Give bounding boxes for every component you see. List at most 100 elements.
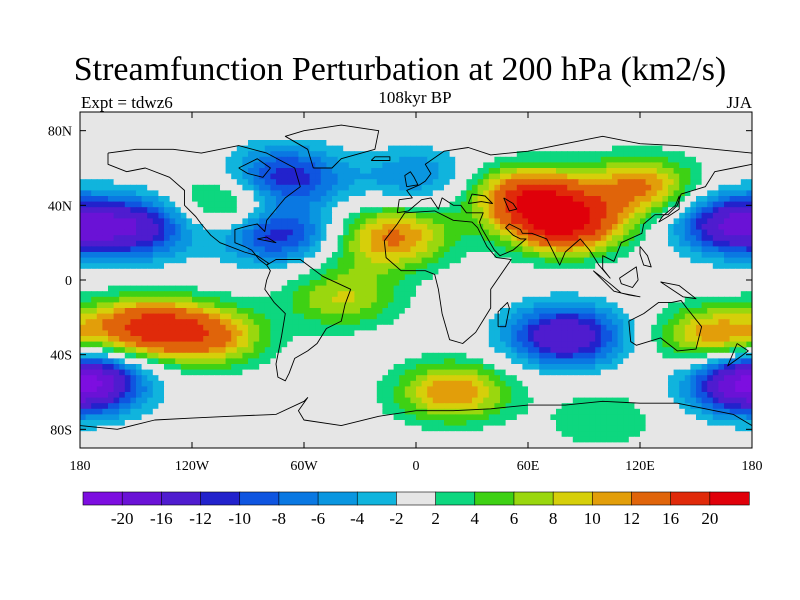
field-cell [438,117,445,124]
field-cell [360,330,367,337]
field-cell [192,112,199,119]
field-cell [102,224,109,231]
field-cell [264,308,271,315]
field-cell [612,162,619,169]
field-cell [623,212,630,219]
field-cell [248,341,255,348]
field-cell [600,246,607,253]
field-cell [214,184,221,191]
field-cell [673,179,680,186]
field-cell [421,201,428,208]
field-cell [96,140,103,147]
field-cell [309,296,316,303]
field-cell [393,117,400,124]
field-cell [645,308,652,315]
field-cell [225,134,232,141]
field-cell [276,296,283,303]
field-cell [309,341,316,348]
field-cell [544,156,551,163]
field-cell [287,207,294,214]
field-cell [203,308,210,315]
field-cell [270,156,277,163]
field-cell [432,291,439,298]
field-cell [270,336,277,343]
field-cell [130,336,137,343]
field-cell [600,162,607,169]
field-cell [130,302,137,309]
field-cell [416,313,423,320]
field-cell [645,184,652,191]
field-cell [696,313,703,320]
field-cell [528,218,535,225]
field-cell [164,285,171,292]
field-cell [102,229,109,236]
field-cell [701,184,708,191]
field-cell [130,184,137,191]
field-cell [505,274,512,281]
field-cell [220,151,227,158]
field-cell [561,280,568,287]
field-cell [164,240,171,247]
field-cell [740,117,747,124]
field-cell [662,308,669,315]
field-cell [292,252,299,259]
field-cell [225,156,232,163]
field-cell [684,296,691,303]
field-cell [567,162,574,169]
field-cell [673,280,680,287]
field-cell [673,224,680,231]
field-cell [253,240,260,247]
field-cell [729,257,736,264]
field-cell [707,117,714,124]
field-cell [522,145,529,152]
field-cell [136,168,143,175]
field-cell [600,280,607,287]
field-cell [315,196,322,203]
field-cell [147,252,154,259]
field-cell [416,184,423,191]
field-cell [343,341,350,348]
field-cell [365,308,372,315]
field-cell [556,291,563,298]
field-cell [348,190,355,197]
field-cell [108,184,115,191]
field-cell [404,319,411,326]
field-cell [320,296,327,303]
field-cell [164,291,171,298]
field-cell [113,207,120,214]
field-cell [645,246,652,253]
field-cell [281,117,288,124]
field-cell [220,218,227,225]
field-cell [707,123,714,130]
field-cell [231,319,238,326]
field-cell [337,296,344,303]
field-cell [382,201,389,208]
field-cell [365,117,372,124]
field-cell [80,173,87,180]
field-cell [404,336,411,343]
field-cell [309,268,316,275]
field-cell [561,173,568,180]
field-cell [600,179,607,186]
field-cell [684,285,691,292]
field-cell [292,128,299,135]
field-cell [634,302,641,309]
field-cell [483,168,490,175]
field-cell [158,257,165,264]
field-cell [561,291,568,298]
field-cell [528,123,535,130]
field-cell [337,117,344,124]
field-cell [578,184,585,191]
field-cell [130,257,137,264]
field-cell [628,313,635,320]
field-cell [108,263,115,270]
field-cell [634,179,641,186]
field-cell [578,274,585,281]
field-cell [432,268,439,275]
field-cell [393,246,400,253]
field-cell [242,308,249,315]
field-cell [460,212,467,219]
field-cell [360,140,367,147]
field-cell [500,201,507,208]
field-cell [578,302,585,309]
